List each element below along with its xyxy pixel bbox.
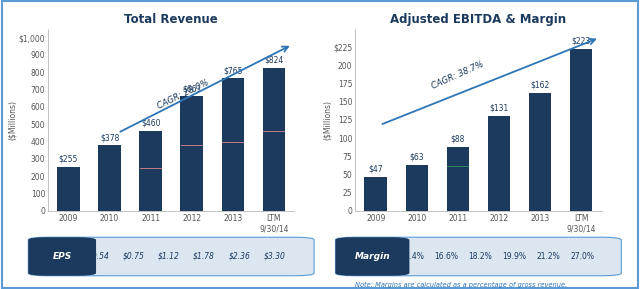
Text: $255: $255 [59,155,78,164]
Y-axis label: ($Millions): ($Millions) [323,100,332,140]
Text: CAGR: 38.7%: CAGR: 38.7% [430,59,485,90]
Text: $63: $63 [410,153,424,162]
Text: $824: $824 [264,56,284,65]
Text: 18.2%: 18.2% [468,252,492,261]
Bar [57,167,80,211]
FancyBboxPatch shape [28,237,96,276]
Text: 27.0%: 27.0% [570,252,594,261]
Text: EPS: EPS [52,252,72,261]
FancyBboxPatch shape [335,237,410,276]
Text: Note: Margins are calculated as a percentage of gross revenue.: Note: Margins are calculated as a percen… [355,281,568,288]
Bar [406,165,428,211]
Bar [570,49,593,211]
Title: Adjusted EBITDA & Margin: Adjusted EBITDA & Margin [390,13,566,26]
Text: Margin: Margin [355,252,390,261]
Text: $3.30: $3.30 [264,252,285,261]
Text: 16.6%: 16.6% [434,252,458,261]
Text: $0.75: $0.75 [123,252,145,261]
Text: $88: $88 [451,135,465,144]
Text: $765: $765 [223,66,243,75]
FancyBboxPatch shape [28,237,314,276]
Text: $661: $661 [182,84,202,93]
FancyBboxPatch shape [335,237,621,276]
Text: CAGR: 28.0%: CAGR: 28.0% [156,78,211,110]
Bar [529,93,551,211]
Text: $223: $223 [572,36,591,45]
Bar [447,147,469,211]
Bar [262,68,285,211]
Bar [140,131,162,211]
Text: 21.2%: 21.2% [536,252,560,261]
Text: $162: $162 [531,81,550,90]
Text: 19.9%: 19.9% [502,252,526,261]
Text: 18.4%: 18.4% [400,252,424,261]
Text: $460: $460 [141,119,161,128]
Title: Total Revenue: Total Revenue [124,13,218,26]
Bar [488,116,510,211]
Text: $0.54: $0.54 [88,252,109,261]
Y-axis label: ($Millions): ($Millions) [8,100,17,140]
Text: $2.36: $2.36 [228,252,250,261]
Text: $1.12: $1.12 [158,252,180,261]
Text: $378: $378 [100,133,119,142]
Bar [221,78,244,211]
Bar [364,177,387,211]
Bar [99,145,121,211]
Text: $1.78: $1.78 [193,252,215,261]
Text: $131: $131 [490,103,509,112]
Text: $47: $47 [369,164,383,173]
Bar [180,96,203,211]
